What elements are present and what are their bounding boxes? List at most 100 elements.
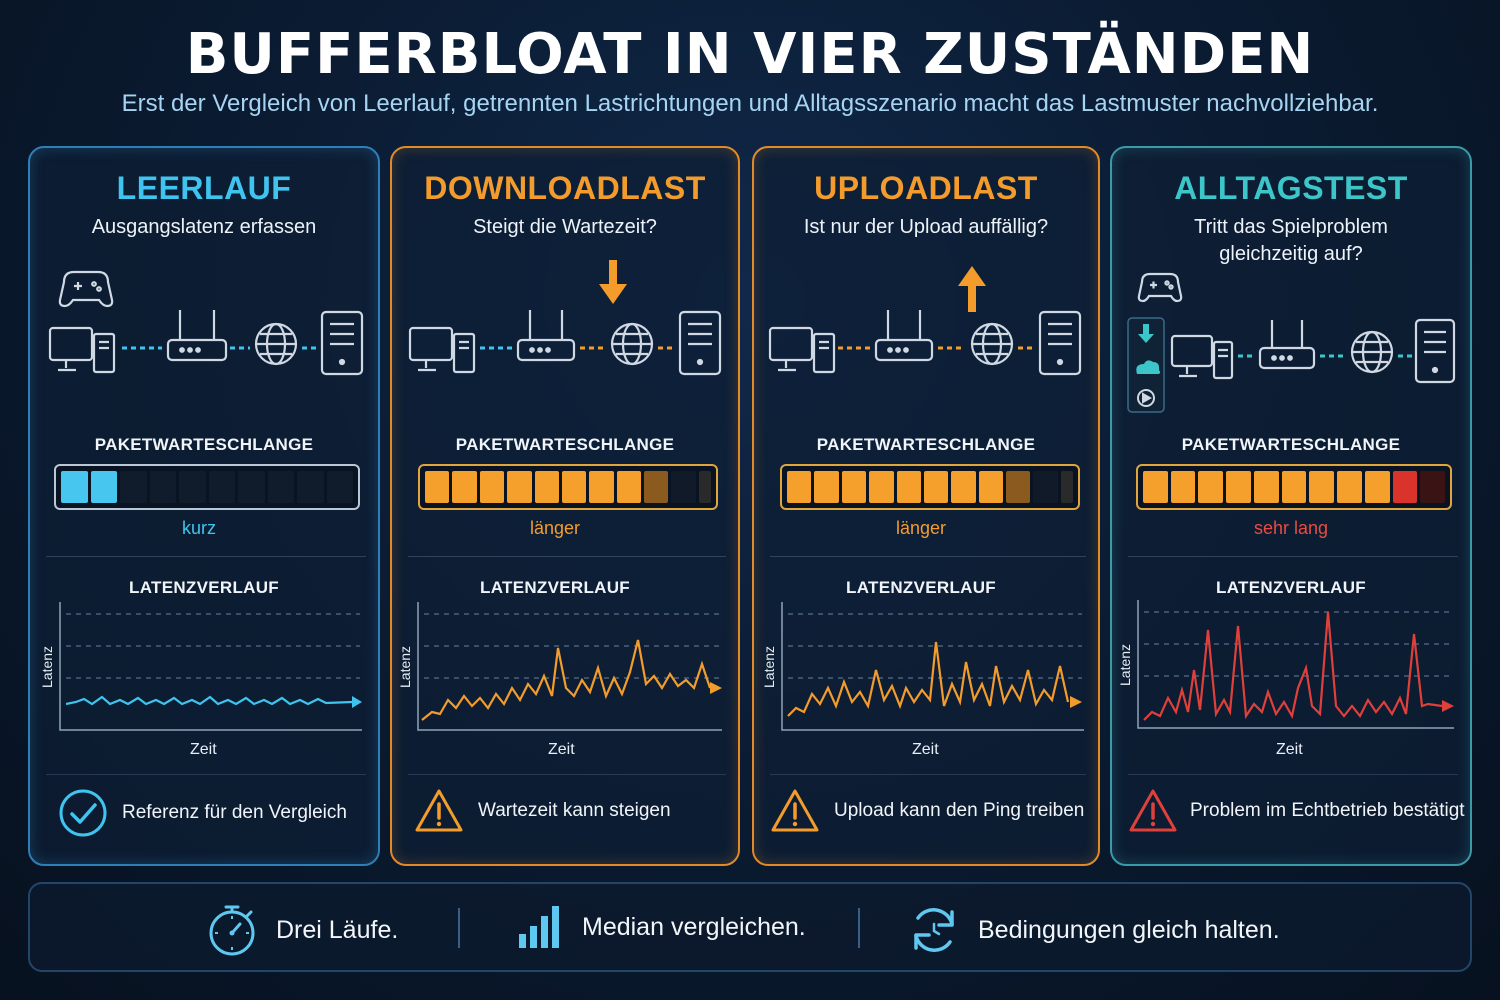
queue-cell — [297, 471, 324, 503]
separator — [458, 908, 460, 948]
queue-cell — [923, 471, 949, 503]
latency-label: LATENZVERLAUF — [846, 578, 996, 597]
page-title: BUFFERBLOAT IN VIER ZUSTÄNDEN — [185, 22, 1315, 87]
queue-cell — [1392, 471, 1418, 503]
queue-cell — [561, 471, 587, 503]
queue-cell — [1033, 471, 1058, 503]
queue-label: PAKETWARTESCHLANGE — [455, 435, 675, 454]
panel-alltagstest: ALLTAGSTEST Tritt das Spielproblem gleic… — [1110, 146, 1472, 866]
queue-cell — [644, 471, 669, 503]
queue-bar — [54, 464, 360, 510]
footer-text: Problem im Echtbetrieb bestätigt — [1190, 800, 1465, 821]
divider — [1128, 774, 1458, 775]
download-icon — [1138, 324, 1154, 343]
queue-cell — [671, 471, 696, 503]
y-axis-label: Latenz — [39, 646, 55, 688]
gamepad-icon — [58, 270, 114, 308]
queue-cell — [425, 471, 450, 503]
globe-icon — [1350, 330, 1394, 374]
panel-footer: Upload kann den Ping treiben — [770, 788, 1084, 834]
computer-icon — [48, 326, 116, 374]
globe-icon — [610, 322, 654, 366]
queue-cell — [1060, 471, 1073, 503]
latency-label: LATENZVERLAUF — [129, 578, 279, 597]
server-icon — [320, 310, 364, 376]
latency-chart: Latenz Zeit — [1117, 600, 1454, 758]
divider — [408, 774, 726, 775]
queue-cell — [1006, 471, 1031, 503]
x-axis-label: Zeit — [912, 741, 939, 758]
queue-cell — [267, 471, 294, 503]
summary-bar: Drei Läufe. Median vergleichen. Bedingun… — [28, 882, 1472, 972]
divider — [1128, 556, 1458, 557]
summary-item-runs: Drei Läufe. — [204, 902, 398, 958]
queue-cell — [120, 471, 147, 503]
summary-item-conditions: Bedingungen gleich halten. — [906, 902, 1280, 958]
queue-label: PAKETWARTESCHLANGE — [816, 435, 1036, 454]
router-icon — [166, 310, 228, 362]
queue-cell — [1198, 471, 1224, 503]
queue-bar — [1136, 464, 1452, 510]
separator — [858, 908, 860, 948]
gamepad-icon — [1137, 272, 1183, 303]
divider — [46, 556, 366, 557]
queue-cell — [208, 471, 235, 503]
queue-cell — [238, 471, 265, 503]
activity-stack — [1127, 317, 1165, 413]
latency-chart: Latenz Zeit — [39, 602, 362, 758]
queue-bar — [418, 464, 718, 510]
queue-cell — [841, 471, 867, 503]
panel-footer: Problem im Echtbetrieb bestätigt — [1128, 788, 1465, 834]
stopwatch-icon — [209, 905, 255, 956]
queue-cell — [896, 471, 921, 503]
computer-icon — [768, 326, 836, 374]
computer-icon — [1170, 334, 1234, 380]
y-axis-label: Latenz — [761, 646, 777, 688]
warning-icon — [771, 789, 819, 832]
panel-subtitle-line: Tritt das Spielproblem — [1194, 216, 1388, 238]
queue-cell — [534, 471, 559, 503]
router-icon — [874, 310, 934, 362]
queue-cell — [452, 471, 477, 503]
panel-uploadlast: UPLOADLAST Ist nur der Upload auffällig?… — [752, 146, 1100, 866]
queue-cell — [1226, 471, 1251, 503]
panel-footer: Wartezeit kann steigen — [414, 788, 671, 834]
latency-line — [421, 639, 712, 721]
panel-title: ALLTAGSTEST — [1174, 170, 1408, 206]
panel-downloadlast: DOWNLOADLAST Steigt die Wartezeit? PAKET… — [390, 146, 740, 866]
x-axis-label: Zeit — [190, 741, 217, 758]
panel-title: DOWNLOADLAST — [424, 170, 706, 206]
divider — [770, 774, 1086, 775]
queue-cell — [1170, 471, 1196, 503]
queue-cell — [1253, 471, 1279, 503]
y-axis-label: Latenz — [397, 646, 413, 688]
panel-title: LEERLAUF — [116, 170, 292, 206]
footer-text: Referenz für den Vergleich — [122, 802, 347, 823]
arrow-up-icon — [958, 266, 986, 312]
queue-cell — [698, 471, 711, 503]
summary-text: Bedingungen gleich halten. — [978, 915, 1280, 944]
globe-icon — [254, 322, 298, 366]
divider — [46, 774, 366, 775]
queue-cell — [616, 471, 641, 503]
queue-cell — [1281, 471, 1307, 503]
panel-subtitle: Ist nur der Upload auffällig? — [803, 216, 1049, 238]
cloud-icon — [1136, 360, 1161, 374]
network-diagram — [48, 270, 364, 376]
queue-cell — [179, 471, 206, 503]
router-icon — [516, 310, 576, 362]
network-diagram — [1127, 272, 1456, 413]
queue-cell — [1143, 471, 1168, 503]
queue-cell — [589, 471, 614, 503]
panel-subtitle-line: gleichzeitig auf? — [1219, 243, 1363, 265]
queue-cell — [61, 471, 88, 503]
bar-chart-icon — [519, 906, 559, 948]
latency-label: LATENZVERLAUF — [1216, 578, 1366, 597]
refresh-icon — [914, 908, 954, 952]
panel-footer: Referenz für den Vergleich — [58, 788, 347, 838]
queue-cell — [326, 471, 353, 503]
panel-subtitle: Steigt die Wartezeit? — [473, 216, 657, 238]
network-diagram — [768, 266, 1082, 376]
panel-leerlauf: LEERLAUF Ausgangslatenz erfassen PAKETWA… — [28, 146, 380, 866]
queue-state: länger — [895, 518, 947, 538]
